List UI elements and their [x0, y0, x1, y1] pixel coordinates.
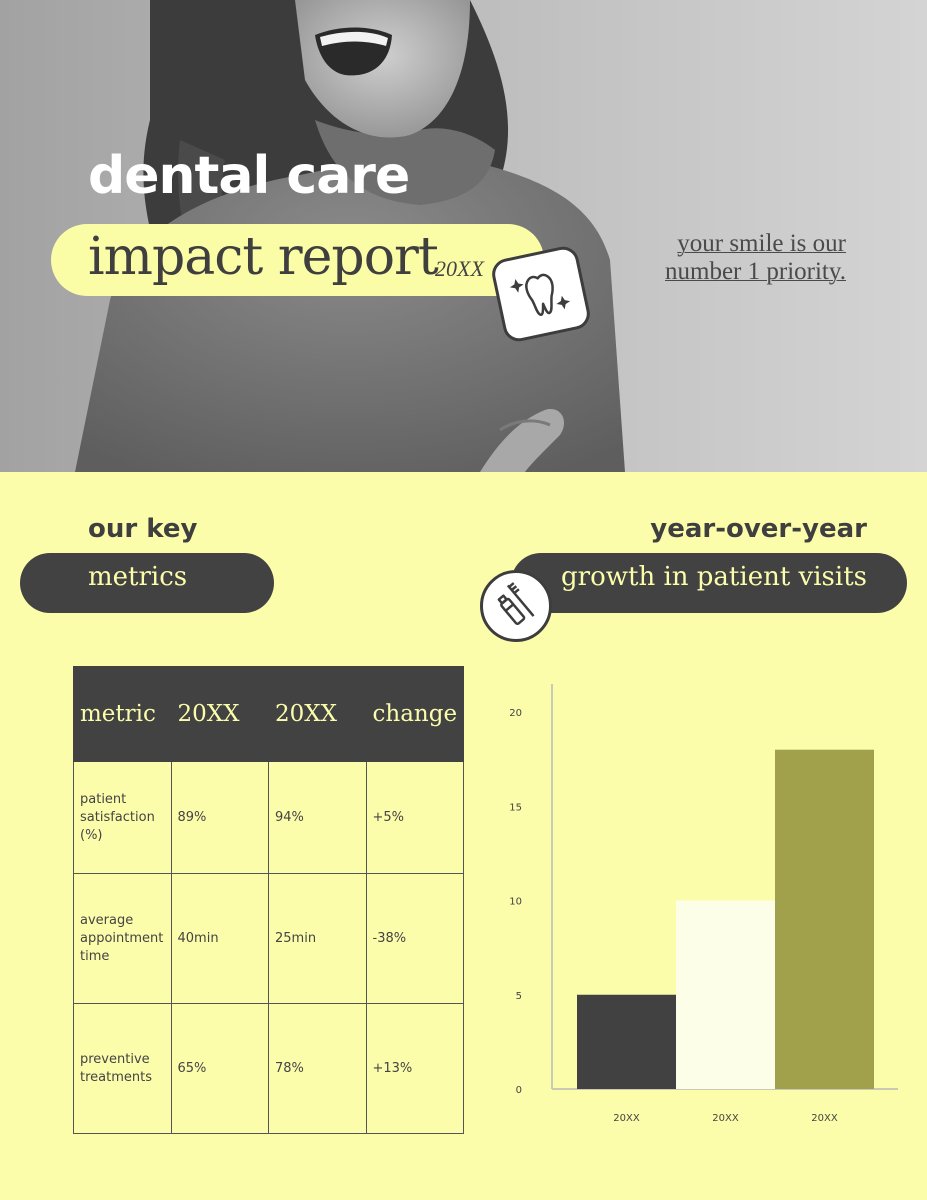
metrics-table: metric 20XX 20XX change patient satisfac… — [73, 666, 464, 1134]
table-row: preventive treatments 65% 78% +13% — [73, 1003, 464, 1134]
tagline-line-1: your smile is our — [677, 230, 846, 257]
table-cell: 89% — [170, 761, 269, 874]
table-cell: 25min — [268, 873, 367, 1004]
tooth-sparkle-icon — [509, 273, 571, 316]
x-tick-label: 20XX — [811, 1113, 838, 1124]
table-header-row: metric 20XX 20XX change — [73, 666, 464, 762]
y-tick-label: 20 — [509, 708, 522, 719]
table-cell: +5% — [365, 761, 464, 874]
metrics-heading-top: our key — [88, 514, 198, 544]
table-cell: patient satisfaction (%) — [73, 761, 172, 874]
report-title-top: dental care — [88, 146, 410, 206]
toothbrush-toothpaste-icon — [497, 582, 535, 625]
report-title-main: impact report — [88, 227, 439, 287]
table-header-year-2: 20XX — [268, 666, 367, 762]
table-cell: +13% — [365, 1003, 464, 1134]
chart-bar — [676, 900, 775, 1089]
metrics-heading-pill — [20, 553, 274, 613]
table-cell: 40min — [170, 873, 269, 1004]
table-row: patient satisfaction (%) 89% 94% +5% — [73, 761, 464, 874]
y-tick-label: 5 — [516, 991, 522, 1002]
table-header-year-1: 20XX — [170, 666, 269, 762]
tagline-line-2: number 1 priority. — [665, 258, 846, 285]
growth-heading-main: growth in patient visits — [561, 562, 867, 592]
table-header-change: change — [365, 666, 464, 762]
table-cell: preventive treatments — [73, 1003, 172, 1134]
tooth-badge — [489, 243, 593, 345]
y-tick-label: 0 — [516, 1085, 522, 1096]
y-tick-label: 10 — [509, 897, 522, 908]
dental-care-badge — [480, 570, 552, 642]
table-cell: -38% — [365, 873, 464, 1004]
chart-bar — [577, 994, 676, 1089]
metrics-heading-main: metrics — [88, 562, 188, 592]
growth-heading-pill — [511, 553, 907, 613]
chart-bar — [775, 749, 874, 1089]
table-cell: 94% — [268, 761, 367, 874]
y-tick-label: 15 — [509, 802, 522, 813]
tagline: your smile is our number 1 priority. — [600, 230, 846, 286]
table-cell: average appointment time — [73, 873, 172, 1004]
title-highlight-pill — [51, 224, 544, 296]
table-header-metric: metric — [73, 666, 172, 762]
patient-visits-chart: 0 5 10 15 20 20XX 20XX 20XX — [509, 684, 898, 1124]
x-tick-label: 20XX — [712, 1113, 739, 1124]
table-cell: 65% — [170, 1003, 269, 1134]
x-tick-label: 20XX — [613, 1113, 640, 1124]
table-row: average appointment time 40min 25min -38… — [73, 873, 464, 1004]
report-year: 20XX — [435, 256, 484, 281]
table-cell: 78% — [268, 1003, 367, 1134]
growth-heading-top: year-over-year — [650, 514, 867, 544]
